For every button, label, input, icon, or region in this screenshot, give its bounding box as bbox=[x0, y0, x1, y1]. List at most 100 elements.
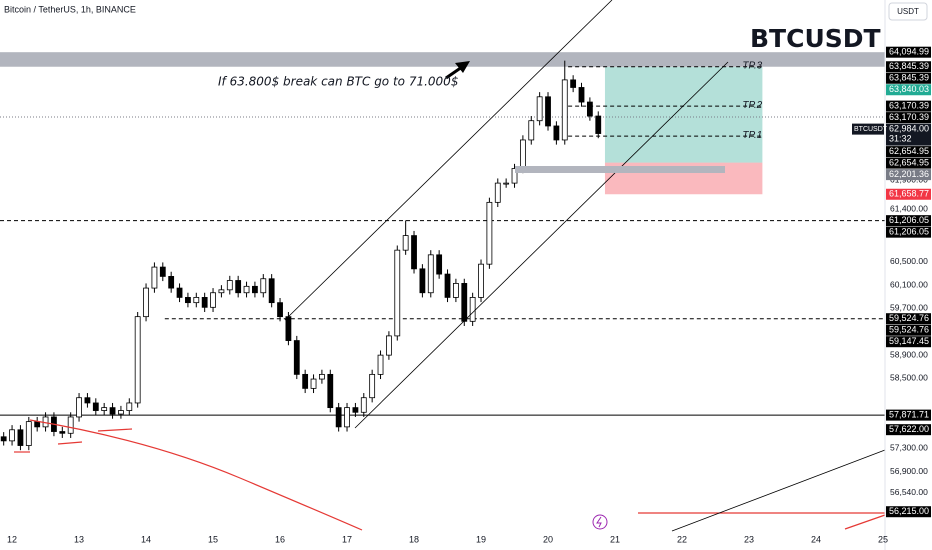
candle-body bbox=[553, 125, 560, 141]
y-tick-label: 59,700.00 bbox=[890, 303, 928, 313]
price-label-bg bbox=[886, 46, 931, 58]
price-label-bg bbox=[886, 169, 931, 181]
candle-body bbox=[561, 79, 568, 141]
candle-body bbox=[218, 289, 225, 294]
candle-body bbox=[159, 266, 166, 277]
candle-body bbox=[503, 182, 510, 185]
price-label-bg bbox=[886, 100, 931, 112]
price-label: 64,094.99 bbox=[889, 47, 929, 57]
candle-body bbox=[310, 378, 317, 389]
price-label: 63,170.39 bbox=[889, 112, 929, 122]
profit-zone bbox=[604, 67, 763, 163]
candle-body bbox=[469, 297, 476, 322]
price-label: 63,845.39 bbox=[889, 61, 929, 71]
channel-lower bbox=[354, 61, 729, 429]
arrow-head bbox=[455, 61, 470, 73]
price-label-bg bbox=[886, 188, 931, 200]
price-label: 61,658.77 bbox=[889, 189, 929, 199]
price-label-bg bbox=[886, 336, 931, 348]
y-tick-label: 56,540.00 bbox=[890, 487, 928, 497]
trend-line bbox=[671, 449, 886, 532]
candle-body bbox=[9, 429, 15, 442]
candle-body bbox=[101, 407, 108, 411]
chart-title: Bitcoin / TetherUS, 1h, BINANCE bbox=[4, 4, 136, 14]
candle-body bbox=[0, 436, 7, 442]
x-tick-label: 16 bbox=[275, 534, 285, 544]
x-tick-label: 19 bbox=[476, 534, 486, 544]
y-tick-label: 60,100.00 bbox=[890, 279, 928, 289]
candle-body bbox=[394, 249, 401, 337]
candle-body bbox=[377, 354, 384, 375]
y-tick-label: 56,900.00 bbox=[890, 466, 928, 476]
candle-body bbox=[143, 287, 149, 318]
candle-body bbox=[84, 397, 91, 404]
currency[interactable]: USDT bbox=[897, 7, 919, 16]
resistance-band bbox=[0, 52, 885, 67]
x-tick-label: 17 bbox=[342, 534, 352, 544]
candle-body bbox=[34, 421, 41, 428]
x-tick-label: 12 bbox=[7, 534, 17, 544]
candle-body bbox=[528, 120, 535, 141]
candle-body bbox=[134, 316, 141, 404]
price-label: 63,845.39 bbox=[889, 73, 929, 83]
price-label-bg bbox=[886, 409, 931, 421]
price-label: 62,984.00 bbox=[889, 123, 929, 133]
y-tick-label: 61,400.00 bbox=[890, 204, 928, 214]
candle-body bbox=[285, 316, 292, 341]
candle-body bbox=[243, 285, 250, 294]
price-label-bg bbox=[886, 226, 931, 238]
price-label: 63,840.03 bbox=[889, 84, 929, 94]
target-label: TP.2 bbox=[742, 100, 762, 111]
x-tick-label: 20 bbox=[543, 534, 553, 544]
candle-body bbox=[444, 273, 451, 298]
candle-body bbox=[461, 283, 468, 322]
price-label-bg bbox=[886, 72, 931, 84]
candle-body bbox=[411, 235, 417, 270]
candle-body bbox=[360, 397, 367, 413]
x-tick-label: 23 bbox=[744, 534, 754, 544]
candle-body bbox=[335, 407, 342, 428]
candle-body bbox=[201, 297, 208, 308]
price-label: 61,206.05 bbox=[889, 227, 929, 237]
price-label: 63,170.39 bbox=[889, 100, 929, 110]
symbol-title: BTCUSDT bbox=[750, 24, 881, 53]
candle-body bbox=[386, 335, 392, 356]
candle-body bbox=[59, 431, 66, 434]
annotation: If 63.800$ break can BTC go to 71.000$ bbox=[218, 75, 458, 89]
candle-body bbox=[126, 402, 133, 411]
candle-body bbox=[595, 115, 602, 134]
x-tick-label: 13 bbox=[74, 534, 84, 544]
symbol-tag-bg bbox=[852, 123, 884, 135]
y-tick-label: 58,500.00 bbox=[890, 373, 928, 383]
price-label-bg bbox=[886, 112, 931, 124]
y-tick-label: 60,500.00 bbox=[890, 256, 928, 266]
candle-body bbox=[260, 278, 267, 294]
currency-button[interactable] bbox=[888, 2, 928, 21]
price-label: 59,524.76 bbox=[889, 325, 929, 335]
price-label-bg bbox=[886, 424, 931, 436]
red-curve bbox=[29, 419, 363, 531]
candle-body bbox=[545, 96, 551, 127]
candle-body bbox=[344, 407, 350, 428]
candle-body bbox=[17, 429, 24, 446]
price-label: 59,524.76 bbox=[889, 313, 929, 323]
x-tick-label: 24 bbox=[811, 534, 821, 544]
candle-body bbox=[193, 297, 200, 304]
candle-body bbox=[570, 79, 577, 88]
candle-body bbox=[185, 297, 191, 304]
y-tick-label: 57,300.00 bbox=[890, 443, 928, 453]
price-label: 61,206.05 bbox=[889, 215, 929, 225]
price-label: 59,147.45 bbox=[889, 336, 929, 346]
price-label: 57,871.71 bbox=[889, 409, 929, 419]
price-label-bg bbox=[886, 146, 931, 158]
event-icon bbox=[596, 516, 602, 528]
event-icon bbox=[592, 514, 608, 530]
price-label-bg bbox=[886, 313, 931, 325]
candle-body bbox=[369, 373, 376, 399]
red-mark bbox=[97, 428, 133, 432]
price-label-bg bbox=[886, 61, 931, 73]
candle-body bbox=[109, 407, 116, 415]
price-label: 62,654.95 bbox=[889, 157, 929, 167]
